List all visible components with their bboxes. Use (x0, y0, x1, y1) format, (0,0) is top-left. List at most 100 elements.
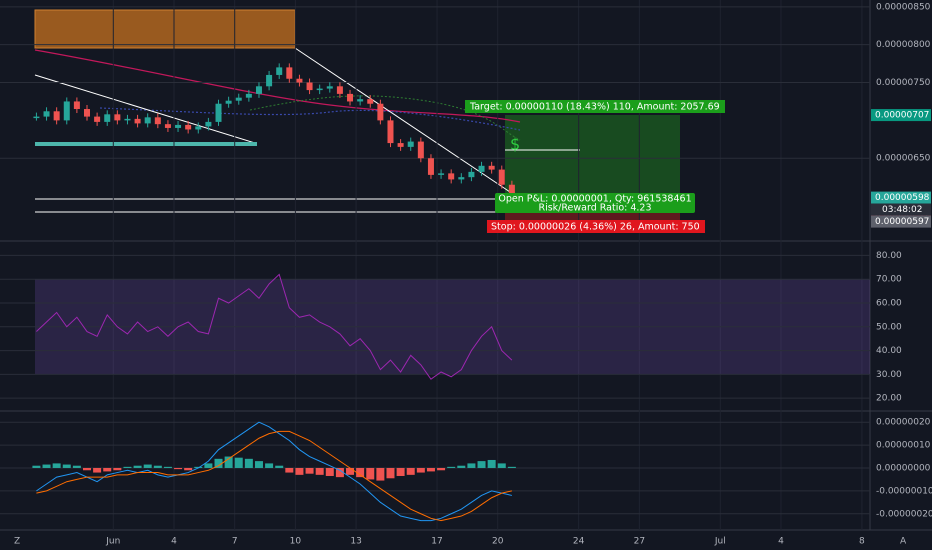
macd-line (36, 421, 512, 522)
histogram-bar (467, 463, 476, 468)
candle (235, 97, 242, 101)
histogram-bar (143, 464, 152, 468)
candle (387, 120, 394, 144)
x-tick-label: 20 (492, 537, 504, 547)
histogram-bar (376, 467, 385, 481)
histogram-bar (163, 466, 172, 468)
y-tick-label: 0.00000000 (876, 463, 931, 473)
moving-average (99, 107, 521, 131)
ratio-label: Risk/Reward Ratio: 4.23 (538, 203, 651, 214)
histogram-bar (295, 467, 304, 475)
histogram-bar (416, 467, 425, 473)
histogram-bar (457, 465, 466, 468)
candle (438, 173, 445, 175)
y-tick-label: 60.00 (876, 298, 902, 308)
y-tick-label: 0.00000750 (876, 78, 931, 88)
histogram-bar (386, 467, 395, 479)
histogram-bar (265, 463, 274, 468)
candle (144, 117, 151, 124)
candle (245, 93, 252, 98)
histogram-bar (315, 467, 324, 475)
x-tick-label: 17 (431, 537, 442, 547)
target-label: Target: 0.00000110 (18.43%) 110, Amount:… (469, 102, 720, 113)
histogram-bar (83, 467, 91, 471)
x-tick-label: 8 (859, 537, 865, 547)
y-tick-label: 80.00 (876, 251, 902, 261)
corner-label: A (900, 537, 907, 547)
candle (397, 143, 404, 147)
countdown-tag (871, 203, 931, 216)
candle (296, 78, 303, 83)
stop-box (487, 220, 705, 233)
histogram-bar (497, 463, 506, 468)
rsi-line (36, 273, 513, 380)
candle (336, 86, 343, 94)
candle (478, 165, 485, 172)
histogram-bar (507, 466, 516, 468)
histogram-bar (32, 465, 41, 468)
candle (164, 124, 171, 128)
histogram-bar (52, 463, 61, 468)
price-label: 0.00000597 (875, 217, 929, 227)
histogram-bar (335, 467, 344, 478)
supply-zone (34, 9, 296, 49)
histogram-bar (93, 467, 102, 473)
histogram-bar (356, 467, 365, 478)
histogram-bar (72, 465, 81, 468)
target-zone (505, 115, 680, 198)
histogram-bar (42, 464, 51, 468)
histogram-bar (244, 458, 253, 468)
histogram-bar (153, 465, 162, 468)
x-tick-label: Jul (714, 537, 726, 547)
histogram-bar (133, 465, 142, 468)
moving-average (34, 49, 521, 123)
drawings (0, 0, 932, 531)
candle (33, 116, 40, 119)
candle (417, 141, 424, 159)
x-tick-label: 7 (232, 537, 238, 547)
candle (347, 93, 354, 102)
candle (448, 173, 455, 180)
y-tick-label: 70.00 (876, 275, 902, 285)
price-label: 0.00000598 (875, 193, 930, 203)
candle (326, 86, 333, 89)
histogram-bar (275, 465, 284, 468)
histogram-bar (285, 467, 294, 473)
histogram-bar (487, 459, 496, 468)
candle (276, 67, 283, 75)
candle (427, 158, 434, 175)
candle (468, 171, 475, 178)
candle (286, 67, 293, 79)
histogram-bar (204, 463, 213, 468)
pnl-box (495, 193, 695, 213)
y-tick-label: 0.00000010 (876, 441, 931, 451)
countdown: 03:48:02 (882, 205, 922, 215)
candle (154, 117, 161, 125)
candle (306, 82, 313, 91)
stop-label: Stop: 0.00000026 (4.36%) 26, Amount: 750 (491, 222, 700, 233)
x-tick-label: 24 (573, 537, 585, 547)
histogram-bar (346, 467, 355, 475)
price-tag (871, 109, 931, 122)
candle (498, 169, 505, 185)
trend-line (34, 74, 256, 144)
histogram-bar (447, 466, 456, 468)
support-bar (35, 142, 257, 146)
candle (205, 121, 212, 127)
y-tick-label: 0.00000800 (876, 40, 931, 50)
marker: $ (510, 135, 520, 154)
y-tick-label: 0.00000650 (876, 154, 931, 164)
x-tick-label: 10 (290, 537, 302, 547)
histogram-bar (305, 467, 314, 474)
candle (73, 101, 80, 110)
candle (316, 88, 323, 91)
histogram-bar (477, 461, 486, 468)
candle (225, 100, 232, 104)
histogram-bar (113, 467, 122, 471)
histogram-bar (254, 461, 263, 468)
y-tick-label: 30.00 (876, 370, 902, 380)
candle (94, 116, 101, 122)
histogram-bar (62, 464, 71, 468)
y-tick-label: 0.00000020 (876, 418, 931, 428)
